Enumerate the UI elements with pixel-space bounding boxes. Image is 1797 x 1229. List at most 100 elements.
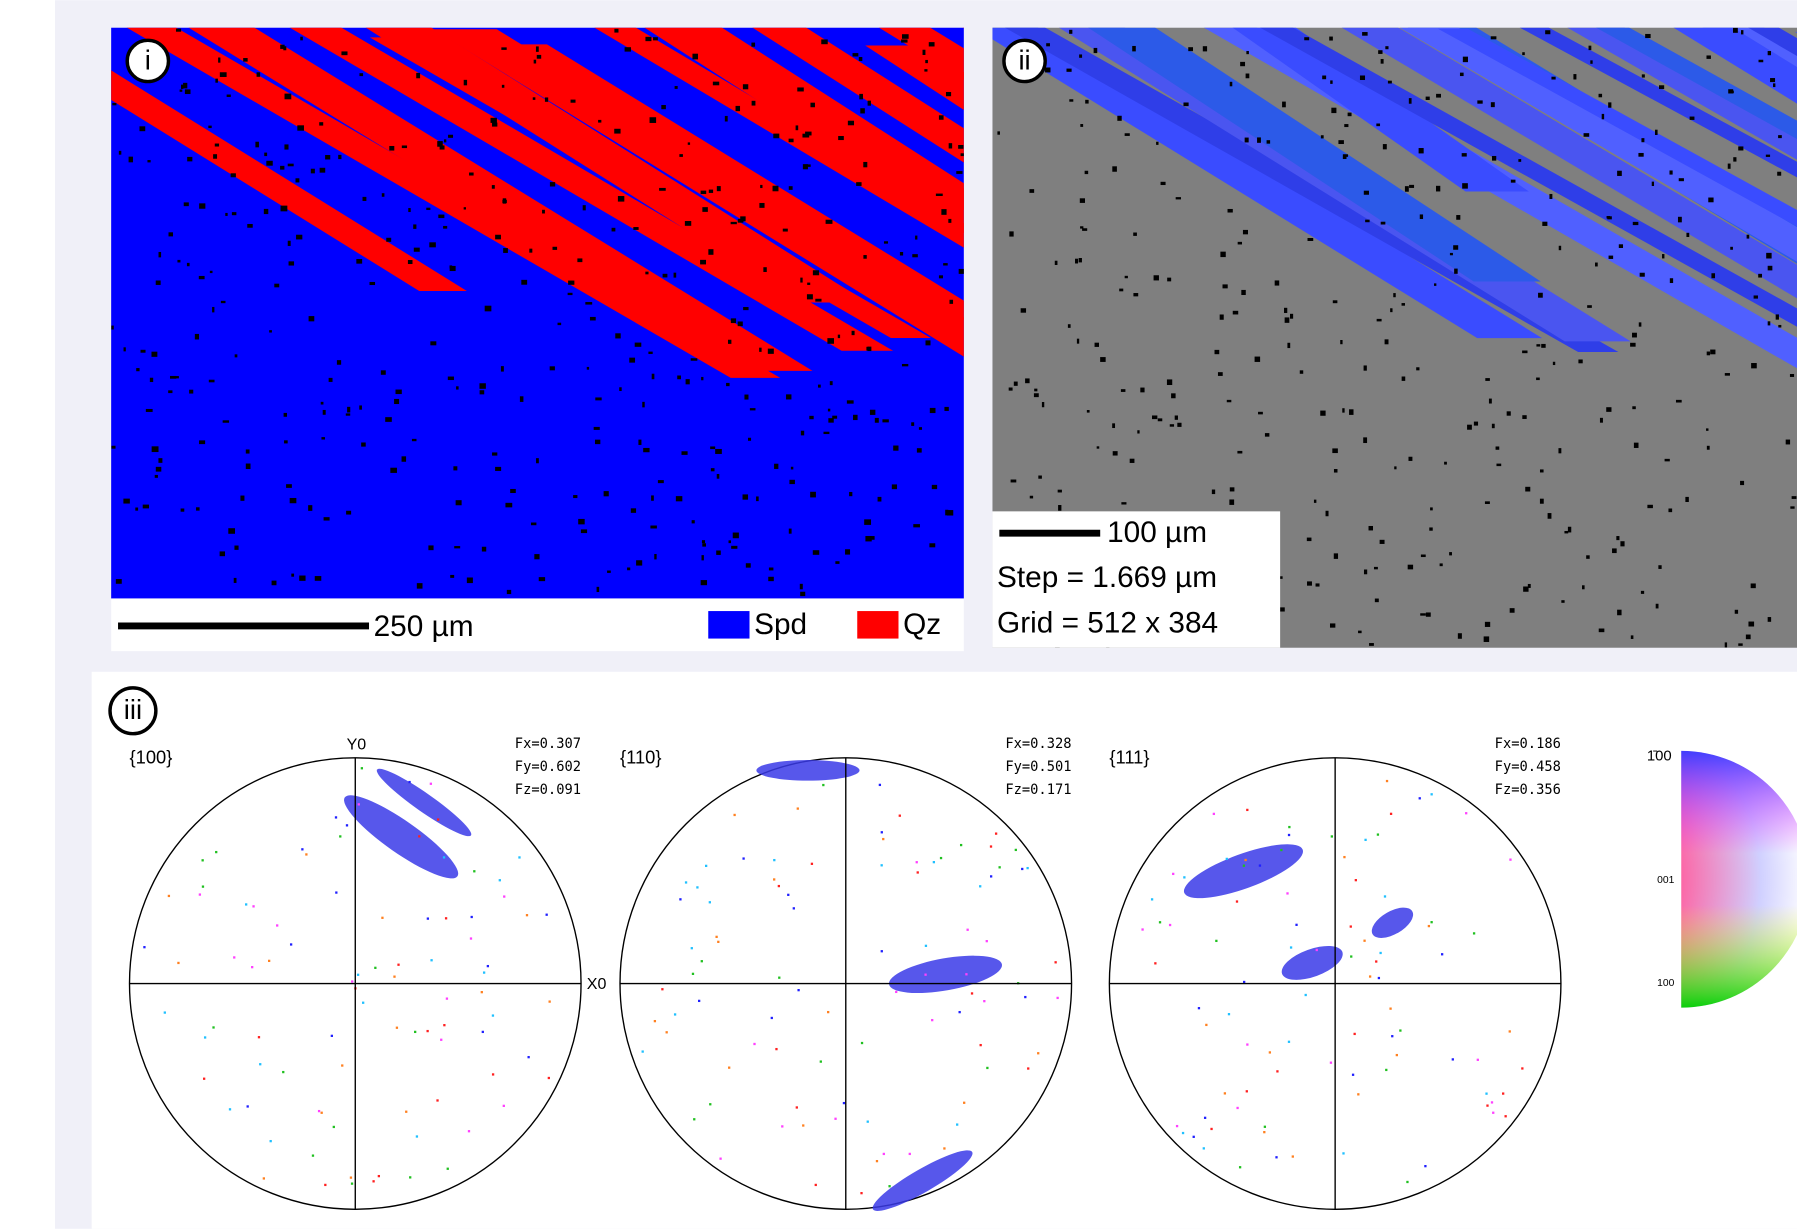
pole-point <box>753 1042 756 1046</box>
speck <box>810 491 816 498</box>
speck <box>1211 489 1216 495</box>
speck <box>1640 590 1645 594</box>
speck <box>1058 505 1062 511</box>
speck <box>411 438 417 442</box>
pole-point <box>1245 1090 1248 1093</box>
speck <box>1567 526 1572 533</box>
speck <box>1612 548 1617 554</box>
speck <box>659 187 666 191</box>
speck <box>737 321 743 327</box>
pole-point <box>409 1176 412 1179</box>
pole-point <box>778 976 781 979</box>
speck <box>1509 608 1515 613</box>
speck <box>1484 501 1490 504</box>
speck <box>1244 137 1249 143</box>
speck <box>1473 421 1479 426</box>
fraction-label: Fy=0.501 <box>1005 759 1071 775</box>
pole-point <box>1329 1061 1333 1064</box>
speck <box>1483 636 1490 642</box>
step-label: Step = 1.669 µm <box>997 561 1217 594</box>
pole-point <box>882 837 885 841</box>
pole-point <box>931 1018 934 1022</box>
speck <box>287 163 294 167</box>
speck <box>578 518 585 525</box>
pole-point <box>251 966 254 969</box>
speck <box>1651 181 1655 187</box>
speck <box>944 406 949 411</box>
pole-point <box>1288 825 1291 829</box>
speck <box>1217 372 1223 376</box>
speck <box>1724 373 1730 376</box>
pole-title: {100} <box>130 747 173 768</box>
speck <box>1320 410 1326 416</box>
pole-point <box>708 901 711 904</box>
speck <box>308 316 315 322</box>
pole-point <box>1504 1115 1507 1118</box>
pole-point <box>994 832 998 835</box>
orientation-map: 100 µm Step = 1.669 µm Grid = 512 x 384 … <box>992 27 1797 648</box>
speck <box>390 467 397 473</box>
speck <box>187 156 193 162</box>
speck <box>654 554 657 560</box>
pole-point <box>349 1176 353 1179</box>
pole-point <box>276 924 279 927</box>
pole-point <box>233 956 236 959</box>
speck <box>882 419 889 423</box>
pole-point <box>429 782 433 785</box>
speck <box>935 193 943 196</box>
pole-point <box>480 991 483 994</box>
speck <box>768 576 774 582</box>
speck <box>284 440 288 444</box>
speck <box>1658 565 1662 569</box>
pole-point <box>956 1123 959 1126</box>
fraction-label: Fx=0.328 <box>1005 736 1071 752</box>
map-grains <box>992 27 1797 648</box>
speck <box>463 207 466 210</box>
speck <box>1117 115 1122 121</box>
speck <box>1124 133 1130 136</box>
speck <box>1407 564 1414 570</box>
speck <box>1227 208 1233 213</box>
speck <box>158 251 162 258</box>
speck <box>740 216 746 222</box>
speck <box>1237 241 1243 245</box>
speck <box>274 283 280 288</box>
pole-point <box>1037 1052 1040 1055</box>
speck <box>883 241 888 244</box>
speck <box>724 115 728 122</box>
pole-point <box>1275 1156 1278 1159</box>
speck <box>1639 272 1645 277</box>
speck <box>1485 378 1490 381</box>
speck <box>1748 621 1755 627</box>
speck <box>1595 262 1598 267</box>
speck <box>570 99 576 103</box>
speck <box>296 234 303 240</box>
panel-label: ii <box>1018 44 1030 75</box>
pole-point <box>503 895 506 898</box>
pole-point <box>989 845 993 848</box>
speck <box>1363 569 1368 575</box>
speck <box>455 500 462 506</box>
speck <box>1325 510 1329 517</box>
pole-point <box>924 973 927 976</box>
density-cluster <box>1183 844 1303 899</box>
speck <box>1084 170 1089 175</box>
speck <box>956 171 963 174</box>
speck <box>1278 576 1283 579</box>
speck <box>726 382 730 387</box>
speck <box>849 491 853 497</box>
speck <box>438 214 445 219</box>
speck <box>1436 93 1442 98</box>
pole-point <box>1476 1058 1479 1061</box>
pole-point <box>357 803 360 806</box>
pole-point <box>709 1103 712 1106</box>
speck <box>1347 112 1352 117</box>
speck <box>287 240 291 246</box>
speck <box>1632 406 1636 410</box>
speck <box>925 59 928 64</box>
color-key: 1̄00 001 100 <box>1647 749 1797 1008</box>
speck <box>867 100 871 106</box>
pole-point <box>443 1024 446 1027</box>
speck <box>1558 448 1562 454</box>
speck <box>1112 423 1116 429</box>
